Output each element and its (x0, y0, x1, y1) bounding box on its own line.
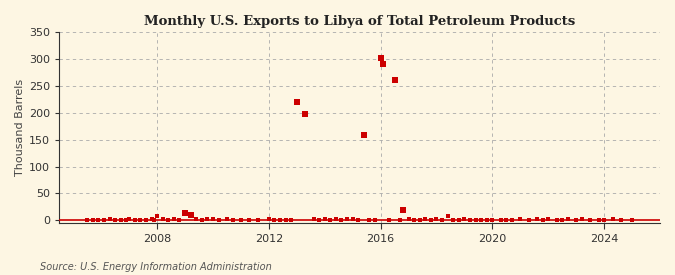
Text: Source: U.S. Energy Information Administration: Source: U.S. Energy Information Administ… (40, 262, 272, 272)
Y-axis label: Thousand Barrels: Thousand Barrels (15, 79, 25, 176)
Title: Monthly U.S. Exports to Libya of Total Petroleum Products: Monthly U.S. Exports to Libya of Total P… (144, 15, 575, 28)
